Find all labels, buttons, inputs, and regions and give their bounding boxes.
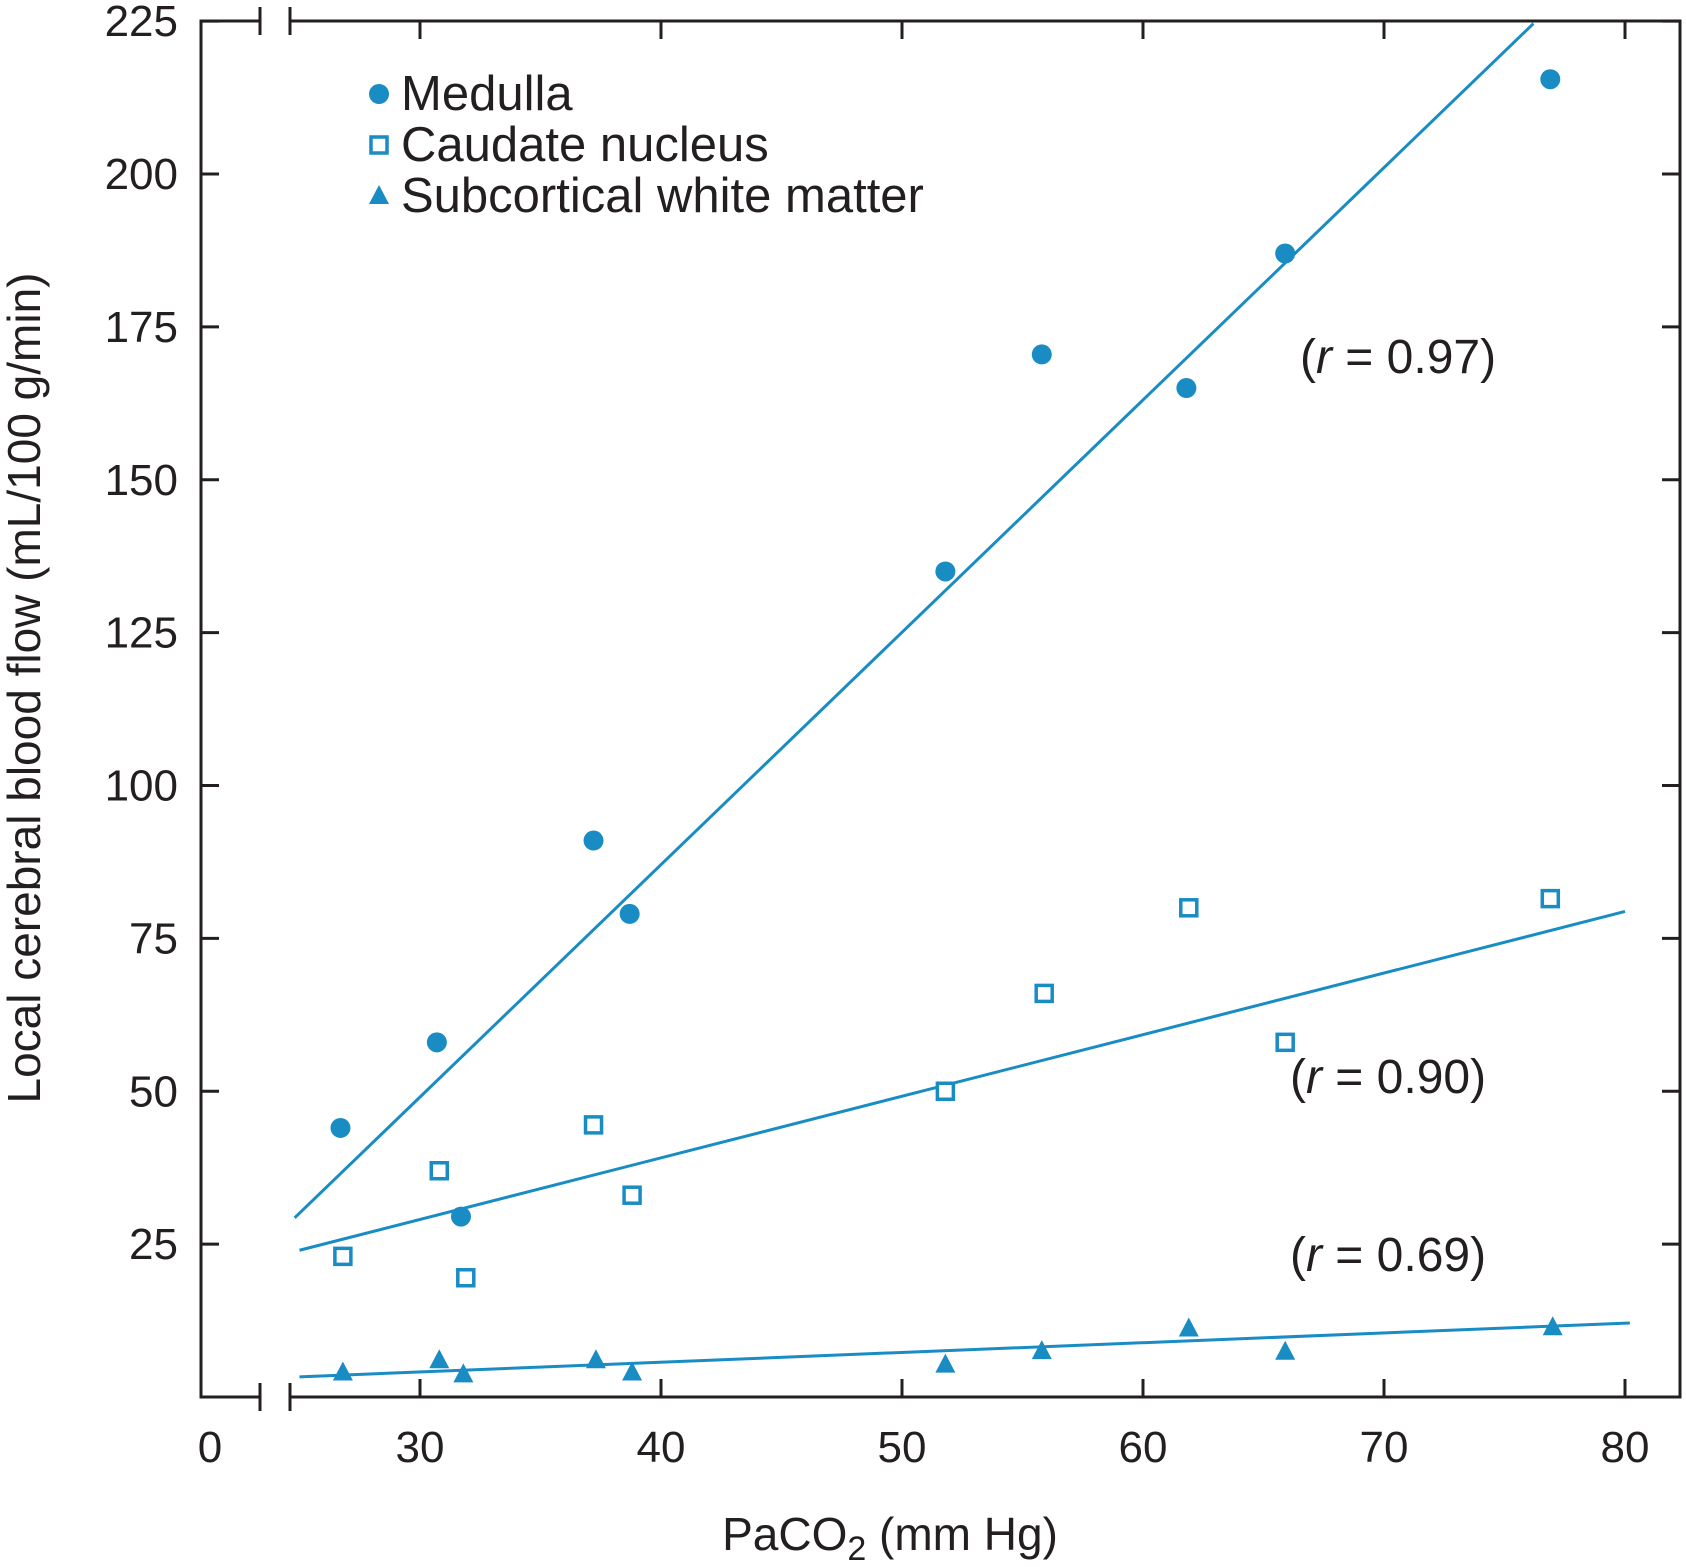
y-tick-label: 100 [105,762,178,811]
y-tick-label: 125 [105,609,178,658]
y-tick-label: 50 [129,1067,178,1116]
correlation-value: = 0.90) [1322,1051,1486,1104]
regression-line-medulla [293,22,1535,1219]
legend-label-subcortical-white-matter: Subcortical white matter [401,169,924,223]
data-point-subcortical-white-matter [935,1353,956,1373]
correlation-value: = 0.97) [1332,331,1496,384]
data-point-caudate-nucleus [583,1115,604,1135]
y-tick-label: 200 [105,150,178,199]
x-tick-label: 0 [198,1423,222,1472]
legend-marker-medulla [369,84,389,104]
data-point-caudate-nucleus [333,1246,353,1267]
data-point-medulla [1275,243,1296,264]
x-tick-label: 70 [1360,1423,1409,1472]
series-subcortical-white-matter [299,1316,1630,1383]
legend-marker-subcortical-white-matter [369,185,389,204]
data-point-caudate-nucleus [1540,888,1561,909]
data-point-subcortical-white-matter [1542,1316,1563,1336]
data-point-medulla [426,1032,447,1053]
y-tick-label: 175 [105,303,178,352]
correlation-open: ( [1300,331,1316,384]
x-axis-label-subscript: 2 [847,1530,866,1567]
data-marks [293,22,1630,1383]
legend-label-caudate-nucleus: Caudate nucleus [401,118,769,172]
correlation-variable: r [1306,1229,1324,1282]
correlation-label-caudate-nucleus: (r = 0.90) [1290,1051,1486,1104]
y-axis-label: Local cerebral blood flow (mL/100 g/min) [0,273,50,1104]
data-point-caudate-nucleus [935,1081,956,1101]
data-point-subcortical-white-matter [1275,1340,1296,1360]
data-point-subcortical-white-matter [332,1361,353,1381]
x-tick-label: 80 [1601,1423,1650,1472]
y-tick-label: 25 [129,1220,178,1269]
data-point-caudate-nucleus [622,1185,642,1205]
data-point-caudate-nucleus [456,1268,476,1288]
x-tick-label: 40 [637,1423,686,1472]
correlation-label-medulla: (r = 0.97) [1300,331,1496,384]
data-point-medulla [619,903,640,924]
x-tick-label: 60 [1119,1423,1168,1472]
axis-frame-left [199,19,260,1399]
correlation-variable: r [1316,331,1334,384]
y-tick-label: 150 [105,456,178,505]
axes: 0 30 40 50 60 70 80 25 50 75 100 125 150 175 200 225 [105,0,1682,1472]
data-point-medulla [1031,344,1052,365]
data-point-caudate-nucleus [1275,1032,1295,1053]
annotations: (r = 0.97)(r = 0.90)(r = 0.69) [1290,331,1496,1282]
data-point-medulla [583,830,604,851]
axis-frame-right [290,19,1682,1399]
correlation-variable: r [1306,1051,1324,1104]
series-medulla [293,22,1561,1227]
x-tick-label: 50 [878,1423,927,1472]
x-tick-label: 30 [396,1423,445,1472]
data-point-caudate-nucleus [1179,898,1199,918]
x-axis-label: PaCO2 (mm Hg) [722,1508,1058,1567]
data-point-subcortical-white-matter [1031,1340,1052,1360]
data-point-subcortical-white-matter [429,1349,450,1369]
x-axis-label-unit: (mm Hg) [866,1508,1058,1560]
series-caudate-nucleus [299,888,1626,1288]
regression-line-caudate-nucleus [299,910,1626,1252]
regression-line-subcortical-white-matter [299,1321,1630,1379]
correlation-label-subcortical-white-matter: (r = 0.69) [1290,1229,1486,1282]
legend-marker-caudate-nucleus [369,135,389,155]
legend-label-medulla: Medulla [401,67,573,121]
x-axis-label-main: PaCO [722,1508,847,1560]
data-point-medulla [935,561,956,582]
data-point-medulla [1540,69,1561,90]
data-point-subcortical-white-matter [453,1363,474,1383]
correlation-open: ( [1290,1051,1306,1104]
correlation-open: ( [1290,1229,1306,1282]
data-point-caudate-nucleus [1034,983,1054,1004]
y-tick-label: 75 [129,914,178,963]
data-point-caudate-nucleus [429,1160,450,1181]
data-point-medulla [1176,378,1197,399]
data-point-subcortical-white-matter [622,1361,643,1381]
data-point-subcortical-white-matter [1178,1317,1199,1337]
y-tick-label: 225 [105,0,178,46]
correlation-value: = 0.69) [1322,1229,1486,1282]
data-point-medulla [330,1117,351,1138]
data-point-subcortical-white-matter [585,1349,606,1369]
